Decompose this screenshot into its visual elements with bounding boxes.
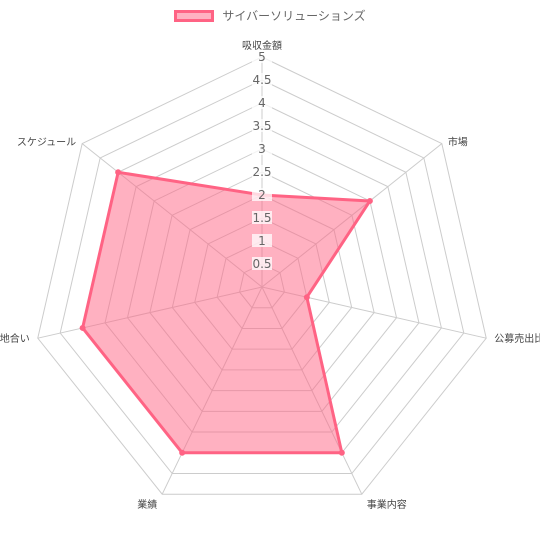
tick-backdrop [252, 73, 272, 86]
category-label: 地合い [0, 332, 30, 345]
tick-backdrop [252, 211, 272, 224]
tick-backdrop [252, 188, 272, 201]
tick-label: 4.5 [252, 73, 271, 87]
data-point[interactable] [338, 449, 345, 456]
tick-backdrop [252, 257, 272, 270]
grid-ring [59, 79, 465, 474]
data-point[interactable] [179, 449, 186, 456]
data-point[interactable] [366, 197, 373, 204]
legend: サイバーソリューションズ [0, 7, 540, 24]
legend-label: サイバーソリューションズ [222, 9, 366, 23]
tick-label: 3 [258, 142, 266, 156]
tick-label: 1 [258, 234, 266, 248]
data-point[interactable] [79, 324, 86, 331]
tick-backdrop [252, 96, 272, 109]
tick-label: 0.5 [252, 257, 271, 271]
tick-backdrop [252, 119, 272, 132]
tick-label: 1.5 [252, 211, 271, 225]
tick-label: 2.5 [252, 165, 271, 179]
category-label: 業績 [137, 498, 157, 511]
tick-backdrop [252, 234, 272, 247]
category-label: 吸収金額 [242, 39, 282, 52]
tick-backdrop [252, 50, 272, 63]
tick-label: 5 [258, 50, 266, 64]
tick-label: 3.5 [252, 119, 271, 133]
tick-label: 2 [258, 188, 266, 202]
tick-label: 4 [258, 96, 266, 110]
grid-ring [37, 56, 487, 495]
series-area [81, 170, 372, 455]
tick-backdrop [252, 142, 272, 155]
data-point[interactable] [303, 294, 310, 301]
data-point[interactable] [115, 169, 122, 176]
category-label: 市場 [448, 136, 468, 149]
tick-backdrop [252, 165, 272, 178]
category-label: 公募売出比 [494, 332, 540, 345]
category-label: 事業内容 [367, 498, 407, 511]
legend-swatch[interactable] [174, 9, 215, 22]
category-label: スケジュール [17, 137, 76, 149]
